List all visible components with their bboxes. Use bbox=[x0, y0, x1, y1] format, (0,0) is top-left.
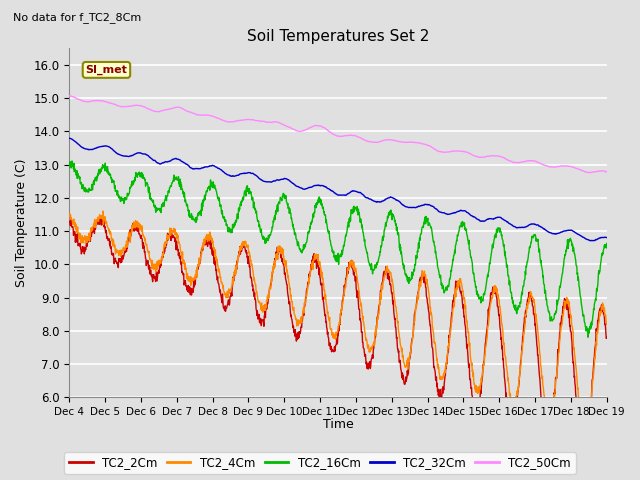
X-axis label: Time: Time bbox=[323, 419, 353, 432]
Y-axis label: Soil Temperature (C): Soil Temperature (C) bbox=[15, 158, 28, 287]
Title: Soil Temperatures Set 2: Soil Temperatures Set 2 bbox=[247, 29, 429, 44]
Legend: TC2_2Cm, TC2_4Cm, TC2_16Cm, TC2_32Cm, TC2_50Cm: TC2_2Cm, TC2_4Cm, TC2_16Cm, TC2_32Cm, TC… bbox=[64, 452, 576, 474]
Text: No data for f_TC2_8Cm: No data for f_TC2_8Cm bbox=[13, 12, 141, 23]
Text: SI_met: SI_met bbox=[86, 65, 127, 75]
